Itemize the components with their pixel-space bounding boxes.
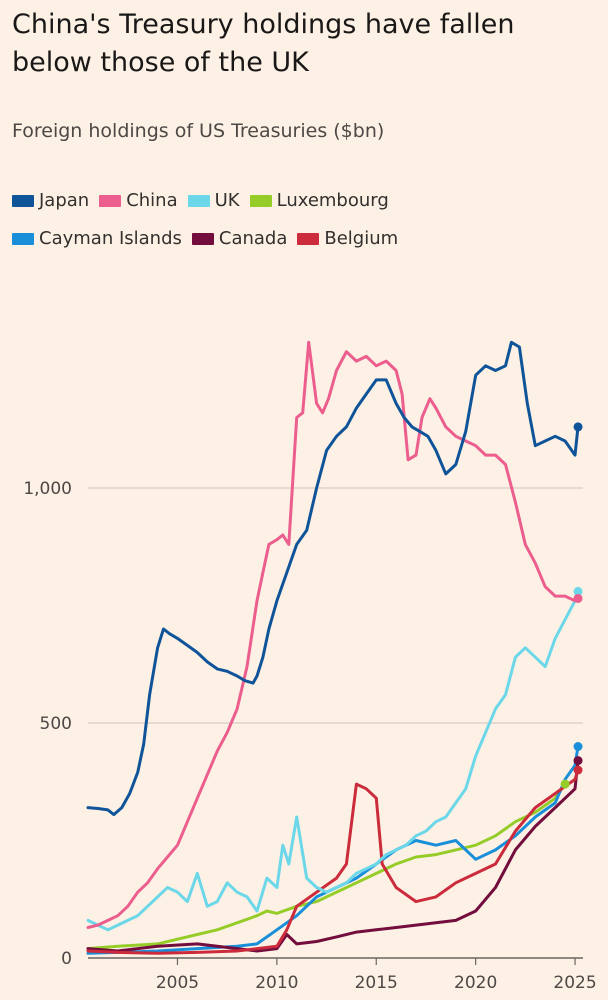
legend-label-canada: Canada bbox=[218, 228, 288, 249]
series-line-china bbox=[86, 340, 580, 929]
series-line-uk bbox=[86, 589, 580, 932]
legend-swatch-uk bbox=[187, 195, 210, 207]
series-endpoint-uk bbox=[573, 586, 583, 596]
x-tick-label-2020: 2020 bbox=[454, 973, 497, 993]
y-tick-label-1-000: 1,000 bbox=[23, 479, 72, 499]
legend-label-china: China bbox=[126, 190, 178, 211]
x-tick-label-2015: 2015 bbox=[355, 973, 398, 993]
series-line-japan bbox=[86, 340, 580, 817]
legend-label-luxembourg: Luxembourg bbox=[276, 190, 389, 211]
legend-swatch-japan bbox=[12, 195, 34, 207]
legend-item-japan: Japan bbox=[12, 190, 89, 212]
legend-label-japan: Japan bbox=[39, 190, 90, 211]
series-line-canada bbox=[86, 759, 580, 953]
legend-swatch-cayman-islands bbox=[12, 233, 34, 245]
legend-item-cayman-islands: Cayman Islands bbox=[12, 228, 182, 250]
series-endpoint-belgium bbox=[573, 765, 583, 775]
series-endpoint-cayman-islands bbox=[573, 742, 583, 751]
legend-item-luxembourg: Luxembourg bbox=[249, 190, 389, 212]
series-endpoint-japan bbox=[573, 422, 583, 432]
gridlines bbox=[88, 487, 583, 959]
legend-label-cayman-islands: Cayman Islands bbox=[39, 228, 182, 249]
x-axis-tick-labels: 2005 2010 2015 2020 2025 bbox=[156, 958, 597, 993]
x-tick-label-2025: 2025 bbox=[553, 973, 596, 993]
series-lines bbox=[86, 340, 580, 955]
legend-swatch-luxembourg bbox=[249, 195, 272, 207]
series-endpoint-luxembourg bbox=[560, 779, 570, 789]
y-tick-label-0: 0 bbox=[61, 949, 72, 969]
chart-title: China's Treasury holdings have fallen be… bbox=[12, 9, 515, 78]
series-endpoints bbox=[560, 422, 583, 789]
legend-label-uk: UK bbox=[214, 190, 240, 211]
legend-item-belgium: Belgium bbox=[297, 228, 398, 250]
chart-legend: Japan China UK Luxembourg Cayman Islands… bbox=[12, 190, 602, 250]
series-line-belgium bbox=[86, 768, 580, 955]
series-line-luxembourg bbox=[86, 782, 567, 951]
y-tick-label-500: 500 bbox=[40, 714, 72, 734]
series-endpoint-china bbox=[573, 593, 583, 603]
x-tick-label-2010: 2010 bbox=[255, 973, 298, 993]
chart-subtitle: Foreign holdings of US Treasuries ($bn) bbox=[12, 120, 385, 142]
series-endpoint-canada bbox=[573, 756, 583, 766]
legend-swatch-china bbox=[99, 195, 122, 207]
legend-swatch-canada bbox=[191, 233, 214, 245]
line-chart: 0 500 1,000 2005 2010 2015 2020 2025 bbox=[23, 340, 597, 993]
legend-item-china: China bbox=[99, 190, 178, 212]
legend-item-canada: Canada bbox=[191, 228, 288, 250]
legend-item-uk: UK bbox=[187, 190, 240, 212]
legend-swatch-belgium bbox=[297, 233, 320, 245]
x-tick-label-2005: 2005 bbox=[156, 973, 199, 993]
legend-label-belgium: Belgium bbox=[324, 228, 399, 249]
y-axis-tick-labels: 0 500 1,000 bbox=[23, 479, 72, 969]
